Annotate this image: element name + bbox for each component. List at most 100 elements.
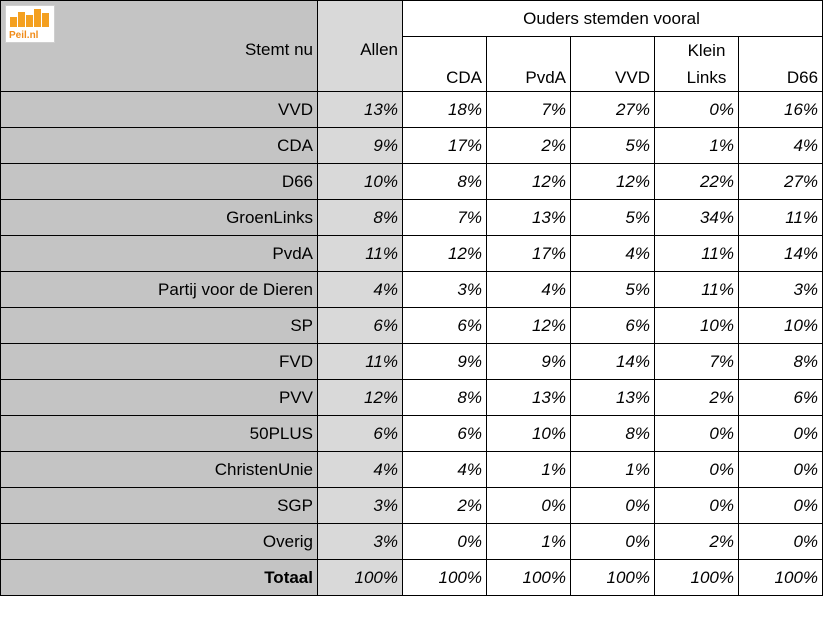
cell-value: 4% [402, 451, 487, 488]
cell-value: 10% [486, 415, 571, 452]
table-row: GroenLinks 8% 7% 13% 5% 34% 11% [0, 199, 823, 236]
allen-value: 3% [317, 523, 403, 560]
cell-value: 6% [402, 415, 487, 452]
cell-value: 4% [486, 271, 571, 308]
header-col-vvd: VVD [570, 36, 655, 92]
cell-value: 100% [737, 559, 823, 596]
cell-value: 6% [737, 379, 823, 416]
cell-value: 100% [486, 559, 571, 596]
row-label: PVV [0, 379, 318, 416]
cell-value: 0% [654, 451, 739, 488]
cell-value: 6% [570, 307, 655, 344]
cell-value: 9% [486, 343, 571, 380]
cell-value: 0% [402, 523, 487, 560]
cell-value: 2% [402, 487, 487, 524]
header-col-cda: CDA [402, 36, 487, 92]
cell-value: 2% [654, 523, 739, 560]
allen-value: 13% [317, 91, 403, 128]
header-group-ouders: Ouders stemden vooral [401, 0, 823, 37]
cell-value: 14% [737, 235, 823, 272]
cell-value: 17% [486, 235, 571, 272]
header-stemt-nu: Peil.nl Stemt nu [0, 0, 318, 92]
cell-value: 13% [486, 199, 571, 236]
cell-value: 34% [654, 199, 739, 236]
row-label: SGP [0, 487, 318, 524]
cell-value: 10% [654, 307, 739, 344]
row-label: PvdA [0, 235, 318, 272]
cell-value: 7% [402, 199, 487, 236]
row-label: 50PLUS [0, 415, 318, 452]
cell-value: 11% [654, 271, 739, 308]
allen-value: 9% [317, 127, 403, 164]
cell-value: 12% [486, 307, 571, 344]
cell-value: 13% [486, 379, 571, 416]
cell-value: 8% [402, 379, 487, 416]
cell-value: 8% [570, 415, 655, 452]
cell-value: 12% [402, 235, 487, 272]
header-col-d66: D66 [737, 36, 823, 92]
allen-value: 11% [317, 235, 403, 272]
cell-value: 0% [570, 487, 655, 524]
row-label: CDA [0, 127, 318, 164]
cell-value: 1% [486, 523, 571, 560]
allen-value: 4% [317, 451, 403, 488]
cell-value: 27% [737, 163, 823, 200]
cell-value: 11% [654, 235, 739, 272]
header-col-klein-links: Klein Links [654, 36, 739, 92]
cell-value: 8% [402, 163, 487, 200]
allen-value: 4% [317, 271, 403, 308]
cell-value: 0% [486, 487, 571, 524]
cell-value: 4% [737, 127, 823, 164]
row-label: GroenLinks [0, 199, 318, 236]
cell-value: 13% [570, 379, 655, 416]
table-row: Partij voor de Dieren 4% 3% 4% 5% 11% 3% [0, 271, 823, 308]
peil-logo: Peil.nl [5, 5, 55, 43]
cell-value: 0% [654, 415, 739, 452]
cell-value: 5% [570, 199, 655, 236]
allen-value: 12% [317, 379, 403, 416]
table-row: FVD 11% 9% 9% 14% 7% 8% [0, 343, 823, 380]
cell-value: 17% [402, 127, 487, 164]
cell-value: 12% [570, 163, 655, 200]
cell-value: 0% [737, 415, 823, 452]
cell-value: 6% [402, 307, 487, 344]
cell-value: 12% [486, 163, 571, 200]
table-row: VVD 13% 18% 7% 27% 0% 16% [0, 91, 823, 128]
row-label: FVD [0, 343, 318, 380]
cell-value: 0% [654, 91, 739, 128]
allen-value: 8% [317, 199, 403, 236]
row-label: ChristenUnie [0, 451, 318, 488]
cell-value: 8% [737, 343, 823, 380]
logo-text: Peil.nl [9, 30, 39, 41]
allen-value: 10% [317, 163, 403, 200]
allen-value: 6% [317, 307, 403, 344]
cell-value: 5% [570, 127, 655, 164]
table-row: SGP 3% 2% 0% 0% 0% 0% [0, 487, 823, 524]
allen-value: 11% [317, 343, 403, 380]
cell-value: 10% [737, 307, 823, 344]
table-row: 50PLUS 6% 6% 10% 8% 0% 0% [0, 415, 823, 452]
row-label-header: Stemt nu [244, 40, 313, 59]
allen-value: 6% [317, 415, 403, 452]
table-row: CDA 9% 17% 2% 5% 1% 4% [0, 127, 823, 164]
bar-chart-icon [10, 17, 17, 27]
cell-value: 9% [402, 343, 487, 380]
poll-table: Peil.nl Stemt nu Allen Ouders stemden vo… [0, 0, 823, 596]
table-body: VVD 13% 18% 7% 27% 0% 16% CDA 9% 17% 2% 5% 1% 4% D66 10… [0, 91, 823, 596]
cell-value: 2% [486, 127, 571, 164]
table-row: D66 10% 8% 12% 12% 22% 27% [0, 163, 823, 200]
cell-value: 16% [737, 91, 823, 128]
cell-value: 11% [737, 199, 823, 236]
cell-value: 3% [402, 271, 487, 308]
row-label: Overig [0, 523, 318, 560]
header-col-pvda: PvdA [486, 36, 571, 92]
table-row: ChristenUnie 4% 4% 1% 1% 0% 0% [0, 451, 823, 488]
cell-value: 7% [486, 91, 571, 128]
cell-value: 14% [570, 343, 655, 380]
cell-value: 0% [737, 451, 823, 488]
allen-value: 100% [317, 559, 403, 596]
cell-value: 2% [654, 379, 739, 416]
cell-value: 100% [654, 559, 739, 596]
cell-value: 100% [402, 559, 487, 596]
cell-value: 27% [570, 91, 655, 128]
